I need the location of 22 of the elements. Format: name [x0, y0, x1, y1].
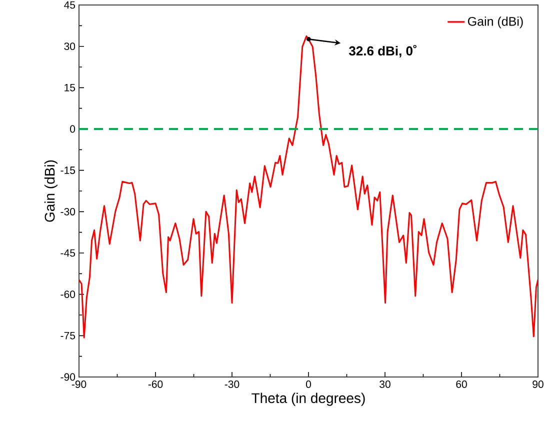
- y-tick-label: -60: [60, 290, 76, 298]
- y-axis-title: Gain (dBi): [44, 160, 58, 222]
- x-tick-label: -30: [224, 380, 240, 388]
- y-tick-label: -75: [60, 332, 76, 340]
- line-series: [79, 35, 538, 338]
- legend-label: Gain (dBi): [468, 16, 523, 28]
- annotation: 32.6 dBi, 0˚: [348, 44, 416, 58]
- x-tick-label: 0: [306, 380, 311, 388]
- x-axis-title: Theta (in degrees): [252, 392, 365, 406]
- x-tick-label: 60: [456, 380, 467, 388]
- y-tick-label: 30: [64, 42, 76, 50]
- x-tick-label: 30: [380, 380, 390, 388]
- x-tick-label: 90: [532, 380, 544, 388]
- y-tick-label: -30: [60, 208, 76, 216]
- y-tick-label: 45: [64, 1, 76, 9]
- y-tick-label: -90: [60, 373, 76, 381]
- y-tick-label: 0: [70, 125, 76, 133]
- y-tick-label: 15: [64, 84, 76, 92]
- x-tick-label: -90: [72, 380, 86, 388]
- y-tick-label: -15: [60, 166, 76, 174]
- x-tick-label: -60: [148, 380, 163, 388]
- y-tick-label: -45: [60, 249, 76, 257]
